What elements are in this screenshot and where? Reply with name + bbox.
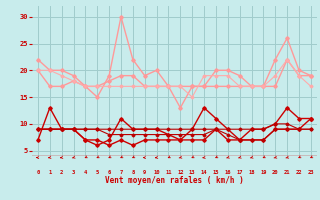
X-axis label: Vent moyen/en rafales ( km/h ): Vent moyen/en rafales ( km/h ) bbox=[105, 176, 244, 185]
